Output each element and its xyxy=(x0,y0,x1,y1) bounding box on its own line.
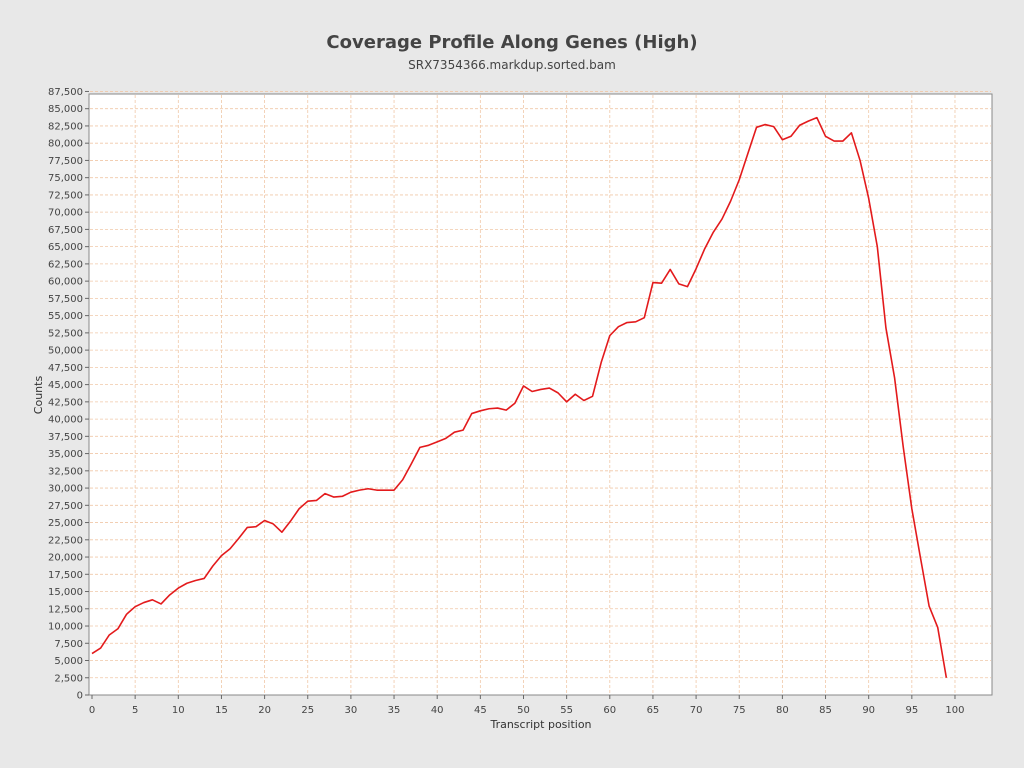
x-tick-label: 10 xyxy=(172,705,185,716)
x-tick-label: 50 xyxy=(517,705,530,716)
y-tick-label: 55,000 xyxy=(48,311,83,322)
x-tick-label: 5 xyxy=(132,705,138,716)
x-tick-label: 55 xyxy=(560,705,573,716)
x-tick-label: 65 xyxy=(647,705,660,716)
y-tick-label: 40,000 xyxy=(48,415,83,426)
y-tick-label: 2,500 xyxy=(54,673,83,684)
y-tick-label: 62,500 xyxy=(48,259,83,270)
x-tick-label: 90 xyxy=(862,705,875,716)
x-tick-label: 40 xyxy=(431,705,444,716)
x-tick-label: 100 xyxy=(945,705,964,716)
y-tick-label: 60,000 xyxy=(48,277,83,288)
y-tick-label: 22,500 xyxy=(48,535,83,546)
y-tick-label: 50,000 xyxy=(48,346,83,357)
y-tick-label: 82,500 xyxy=(48,121,83,132)
y-tick-label: 12,500 xyxy=(48,604,83,615)
y-tick-label: 80,000 xyxy=(48,139,83,150)
y-tick-label: 5,000 xyxy=(54,656,83,667)
y-tick-label: 15,000 xyxy=(48,587,83,598)
x-tick-label: 25 xyxy=(301,705,314,716)
x-axis: 0 5 10 15 20 25 30 35 40 45 50 55 60 65 70 75 80 85 90 95 10… xyxy=(89,695,965,716)
x-tick-label: 15 xyxy=(215,705,228,716)
x-tick-label: 45 xyxy=(474,705,487,716)
y-tick-label: 27,500 xyxy=(48,501,83,512)
y-tick-label: 42,500 xyxy=(48,397,83,408)
x-tick-label: 80 xyxy=(776,705,789,716)
y-axis-label: Counts xyxy=(32,376,45,415)
series-layer xyxy=(91,116,948,678)
x-axis-label: Transcript position xyxy=(489,718,591,731)
y-tick-label: 30,000 xyxy=(48,484,83,495)
y-tick-label: 52,500 xyxy=(48,328,83,339)
y-tick-label: 57,500 xyxy=(48,294,83,305)
x-tick-label: 35 xyxy=(388,705,401,716)
y-tick-label: 70,000 xyxy=(48,208,83,219)
x-tick-label: 85 xyxy=(819,705,832,716)
y-tick-label: 17,500 xyxy=(48,570,83,581)
y-tick-label: 72,500 xyxy=(48,190,83,201)
x-tick-label: 75 xyxy=(733,705,746,716)
y-tick-label: 47,500 xyxy=(48,363,83,374)
x-tick-label: 20 xyxy=(258,705,271,716)
y-tick-label: 35,000 xyxy=(48,449,83,460)
x-tick-label: 95 xyxy=(905,705,918,716)
y-tick-label: 65,000 xyxy=(48,242,83,253)
x-tick-label: 0 xyxy=(89,705,95,716)
y-tick-label: 20,000 xyxy=(48,553,83,564)
y-tick-label: 67,500 xyxy=(48,225,83,236)
y-tick-label: 77,500 xyxy=(48,156,83,167)
y-tick-label: 25,000 xyxy=(48,518,83,529)
y-tick-label: 0 xyxy=(77,691,83,702)
y-tick-label: 37,500 xyxy=(48,432,83,443)
chart-subtitle: SRX7354366.markdup.sorted.bam xyxy=(408,58,616,72)
chart-title: Coverage Profile Along Genes (High) xyxy=(326,32,697,53)
y-tick-label: 10,000 xyxy=(48,622,83,633)
y-tick-label: 87,500 xyxy=(48,87,83,98)
y-tick-label: 85,000 xyxy=(48,104,83,115)
x-tick-label: 60 xyxy=(603,705,616,716)
y-tick-label: 7,500 xyxy=(54,639,83,650)
x-tick-label: 70 xyxy=(690,705,703,716)
x-tick-label: 30 xyxy=(345,705,358,716)
plot-area xyxy=(88,93,993,696)
y-tick-label: 45,000 xyxy=(48,380,83,391)
y-gridlines xyxy=(90,91,991,679)
series-line xyxy=(91,116,948,678)
y-axis: 0 2,500 5,000 7,500 10,000 12,500 15,000 17,500… xyxy=(48,87,89,702)
y-tick-label: 75,000 xyxy=(48,173,83,184)
y-tick-label: 32,500 xyxy=(48,466,83,477)
